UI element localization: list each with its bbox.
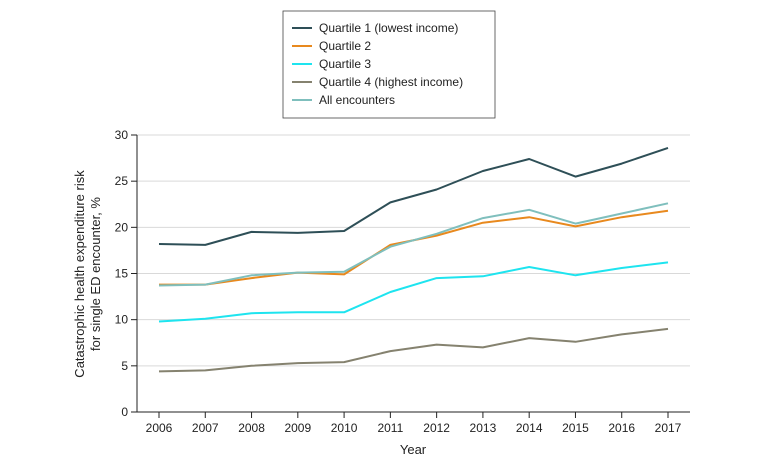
y-tick-label-5: 5 xyxy=(121,359,128,373)
y-axis-title: Catastrophic health expenditure risk for… xyxy=(72,170,103,378)
x-tick-label-2013: 2013 xyxy=(470,421,497,435)
series-line-3 xyxy=(158,261,669,323)
series-line-1 xyxy=(158,146,669,246)
legend: Quartile 1 (lowest income) Quartile 2 Quar… xyxy=(282,10,496,119)
legend-label-1: Quartile 1 (lowest income) xyxy=(319,21,458,35)
x-tick-label-2016: 2016 xyxy=(608,421,635,435)
x-tick-label-2015: 2015 xyxy=(562,421,589,435)
y-tick-label-25: 25 xyxy=(115,174,129,188)
x-tick-label-2007: 2007 xyxy=(192,421,219,435)
y-axis-title-line1: Catastrophic health expenditure risk xyxy=(72,170,87,378)
y-tick-label-20: 20 xyxy=(115,220,129,234)
x-tick-label-2014: 2014 xyxy=(516,421,543,435)
x-tick-label-2008: 2008 xyxy=(238,421,265,435)
y-tick-label-15: 15 xyxy=(115,267,129,281)
series-line-5 xyxy=(158,202,669,287)
x-tick-label-2017: 2017 xyxy=(655,421,682,435)
legend-label-2: Quartile 2 xyxy=(319,39,371,53)
y-axis-title-line2: for single ED encounter, % xyxy=(88,197,103,351)
x-tick-label-2011: 2011 xyxy=(377,421,403,435)
series-lines xyxy=(158,146,669,373)
series-line-4 xyxy=(158,327,669,373)
x-axis-title: Year xyxy=(400,442,427,457)
y-tick-label-30: 30 xyxy=(115,128,129,142)
legend-label-3: Quartile 3 xyxy=(319,57,371,71)
gridlines xyxy=(137,134,690,367)
legend-box xyxy=(282,10,496,119)
y-tick-label-0: 0 xyxy=(121,405,128,419)
legend-label-4: Quartile 4 (highest income) xyxy=(319,75,463,89)
y-tick-label-10: 10 xyxy=(115,313,129,327)
x-tick-label-2009: 2009 xyxy=(284,421,311,435)
x-tick-label-2012: 2012 xyxy=(423,421,450,435)
x-tick-label-2006: 2006 xyxy=(146,421,173,435)
axes: 0 5 10 15 20 25 30 2006 2007 2008 2009 2010 2011 2012… xyxy=(115,128,690,435)
legend-label-5: All encounters xyxy=(319,93,395,107)
x-tick-label-2010: 2010 xyxy=(331,421,358,435)
